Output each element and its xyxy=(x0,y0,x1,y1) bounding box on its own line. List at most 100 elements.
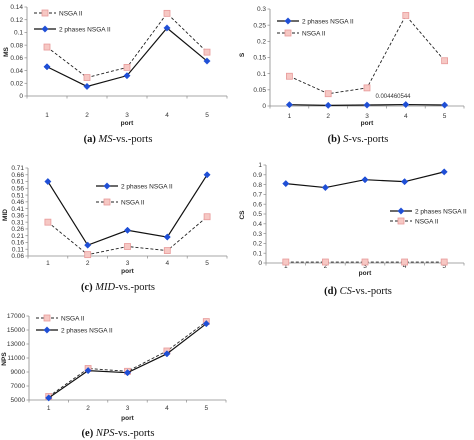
y-tick-label: 15000 xyxy=(7,327,25,334)
y-tick-label: 0.66 xyxy=(11,172,24,179)
y-tick-label: 0.31 xyxy=(11,219,24,226)
y-tick-label: 0.46 xyxy=(11,199,24,206)
x-axis-label: port xyxy=(359,270,372,277)
data-point xyxy=(440,168,448,176)
data-point xyxy=(163,24,171,32)
y-tick-label: 0.16 xyxy=(11,240,24,247)
y-axis-label: MID xyxy=(2,209,9,221)
x-tick-label: 2 xyxy=(324,263,328,270)
legend-label: NSGA II xyxy=(302,30,326,37)
legend-marker xyxy=(41,25,49,33)
x-tick-label: 1 xyxy=(47,405,51,412)
data-point xyxy=(83,74,91,81)
data-point xyxy=(321,183,329,192)
data-point xyxy=(203,213,211,221)
data-point xyxy=(324,101,332,109)
x-axis-label: port xyxy=(121,415,134,422)
data-point xyxy=(203,57,211,65)
x-tick-label: 1 xyxy=(284,263,288,270)
x-tick-label: 4 xyxy=(165,260,169,267)
legend-label: 2 phases NSGA II xyxy=(61,327,113,334)
legend: NSGA II 2 phases NSGA II xyxy=(34,9,111,33)
y-axis-label: S xyxy=(239,52,246,57)
legend-label: 2 phases NSGA II xyxy=(302,18,354,25)
panel-caption: (e) NPS-vs.-ports xyxy=(82,428,155,439)
y-tick-label: 0.12 xyxy=(10,17,23,24)
y-tick-label: 5000 xyxy=(11,397,26,404)
chart-panel-ms: 0 0.02 0.04 0.06 0.08 0.1 0.12 0.14 1 2 3 4 5 port MS N… xyxy=(3,4,228,145)
x-tick-label: 2 xyxy=(85,112,89,119)
x-tick-label: 2 xyxy=(86,260,90,267)
chart-panel-nps: 5000 7000 9000 11000 13000 15000 17000 1 2 3 4 5 por… xyxy=(1,313,227,439)
x-tick-label: 3 xyxy=(363,263,367,270)
legend-label: 2 phases NSGA II xyxy=(415,208,467,215)
data-point xyxy=(163,350,171,358)
legend-marker xyxy=(103,182,111,190)
legend: NSGA II 2 phases NSGA II xyxy=(36,314,113,334)
x-axis-label: port xyxy=(121,268,134,275)
panel-caption: (c) MID-vs.-ports xyxy=(81,282,155,293)
y-tick-label: 0.7 xyxy=(253,192,262,199)
y-tick-label: 0.41 xyxy=(11,206,24,213)
y-tick-label: 0.4 xyxy=(253,221,262,228)
x-tick-label: 1 xyxy=(45,112,49,119)
legend-marker xyxy=(397,207,405,215)
legend-marker xyxy=(397,217,405,225)
data-point xyxy=(43,63,51,71)
y-tick-label: 0.2 xyxy=(257,39,266,46)
y-tick-label: 0.56 xyxy=(11,186,24,193)
y-tick-label: 0.61 xyxy=(11,179,24,186)
data-point xyxy=(203,48,211,56)
y-tick-label: 0.1 xyxy=(257,71,266,78)
data-label: 0.004460544 xyxy=(375,94,411,100)
legend-label: 2 phases NSGA II xyxy=(59,26,111,33)
y-tick-label: 0.71 xyxy=(11,165,24,172)
y-tick-label: 0.8 xyxy=(253,182,262,189)
x-tick-label: 5 xyxy=(205,260,209,267)
legend: 2 phases NSGA II NSGA II xyxy=(96,182,173,206)
data-point xyxy=(84,367,92,375)
data-point xyxy=(363,84,371,92)
data-point xyxy=(282,258,290,266)
y-tick-label: 17000 xyxy=(7,313,25,320)
y-tick-label: 0.02 xyxy=(10,80,23,87)
data-point xyxy=(321,258,329,266)
data-point xyxy=(441,101,449,109)
y-tick-label: 11000 xyxy=(7,355,25,362)
x-tick-label: 3 xyxy=(365,113,369,120)
data-point xyxy=(401,178,409,186)
panel-caption: (b) S-vs.-ports xyxy=(328,134,389,145)
series-line-2-phases-nsga-ii xyxy=(48,323,207,399)
y-tick-label: 0.08 xyxy=(10,42,23,49)
y-tick-label: 1 xyxy=(258,162,262,169)
panel-caption: (d) CS-vs.-ports xyxy=(324,286,392,297)
legend-label: NSGA II xyxy=(59,10,83,17)
data-point xyxy=(282,180,290,188)
legend: 2 phases NSGA II NSGA II xyxy=(277,17,354,37)
legend-marker xyxy=(41,9,49,17)
y-tick-label: 0.15 xyxy=(253,55,266,62)
y-axis-label: CS xyxy=(239,210,246,220)
x-tick-label: 4 xyxy=(165,405,169,412)
x-tick-label: 1 xyxy=(288,113,292,120)
data-point xyxy=(84,251,92,259)
y-tick-label: 7000 xyxy=(11,383,26,390)
x-tick-label: 5 xyxy=(205,112,209,119)
data-point xyxy=(84,241,92,249)
y-tick-label: 13000 xyxy=(7,341,25,348)
x-tick-label: 2 xyxy=(86,405,90,412)
y-tick-label: 0.36 xyxy=(11,213,24,220)
y-tick-label: 0.51 xyxy=(11,192,24,199)
y-tick-label: 0 xyxy=(19,93,23,100)
data-point xyxy=(285,101,293,109)
x-axis-label: port xyxy=(361,120,374,127)
data-point xyxy=(123,72,131,80)
data-point xyxy=(44,177,52,186)
y-tick-label: 0.1 xyxy=(253,250,262,257)
data-point xyxy=(163,247,171,254)
x-tick-label: 4 xyxy=(403,263,407,270)
x-tick-label: 5 xyxy=(442,263,446,270)
y-tick-label: 0 xyxy=(262,103,266,110)
y-tick-label: 0.06 xyxy=(10,55,23,62)
panel-caption: (a) MS-vs.-ports xyxy=(84,134,153,145)
